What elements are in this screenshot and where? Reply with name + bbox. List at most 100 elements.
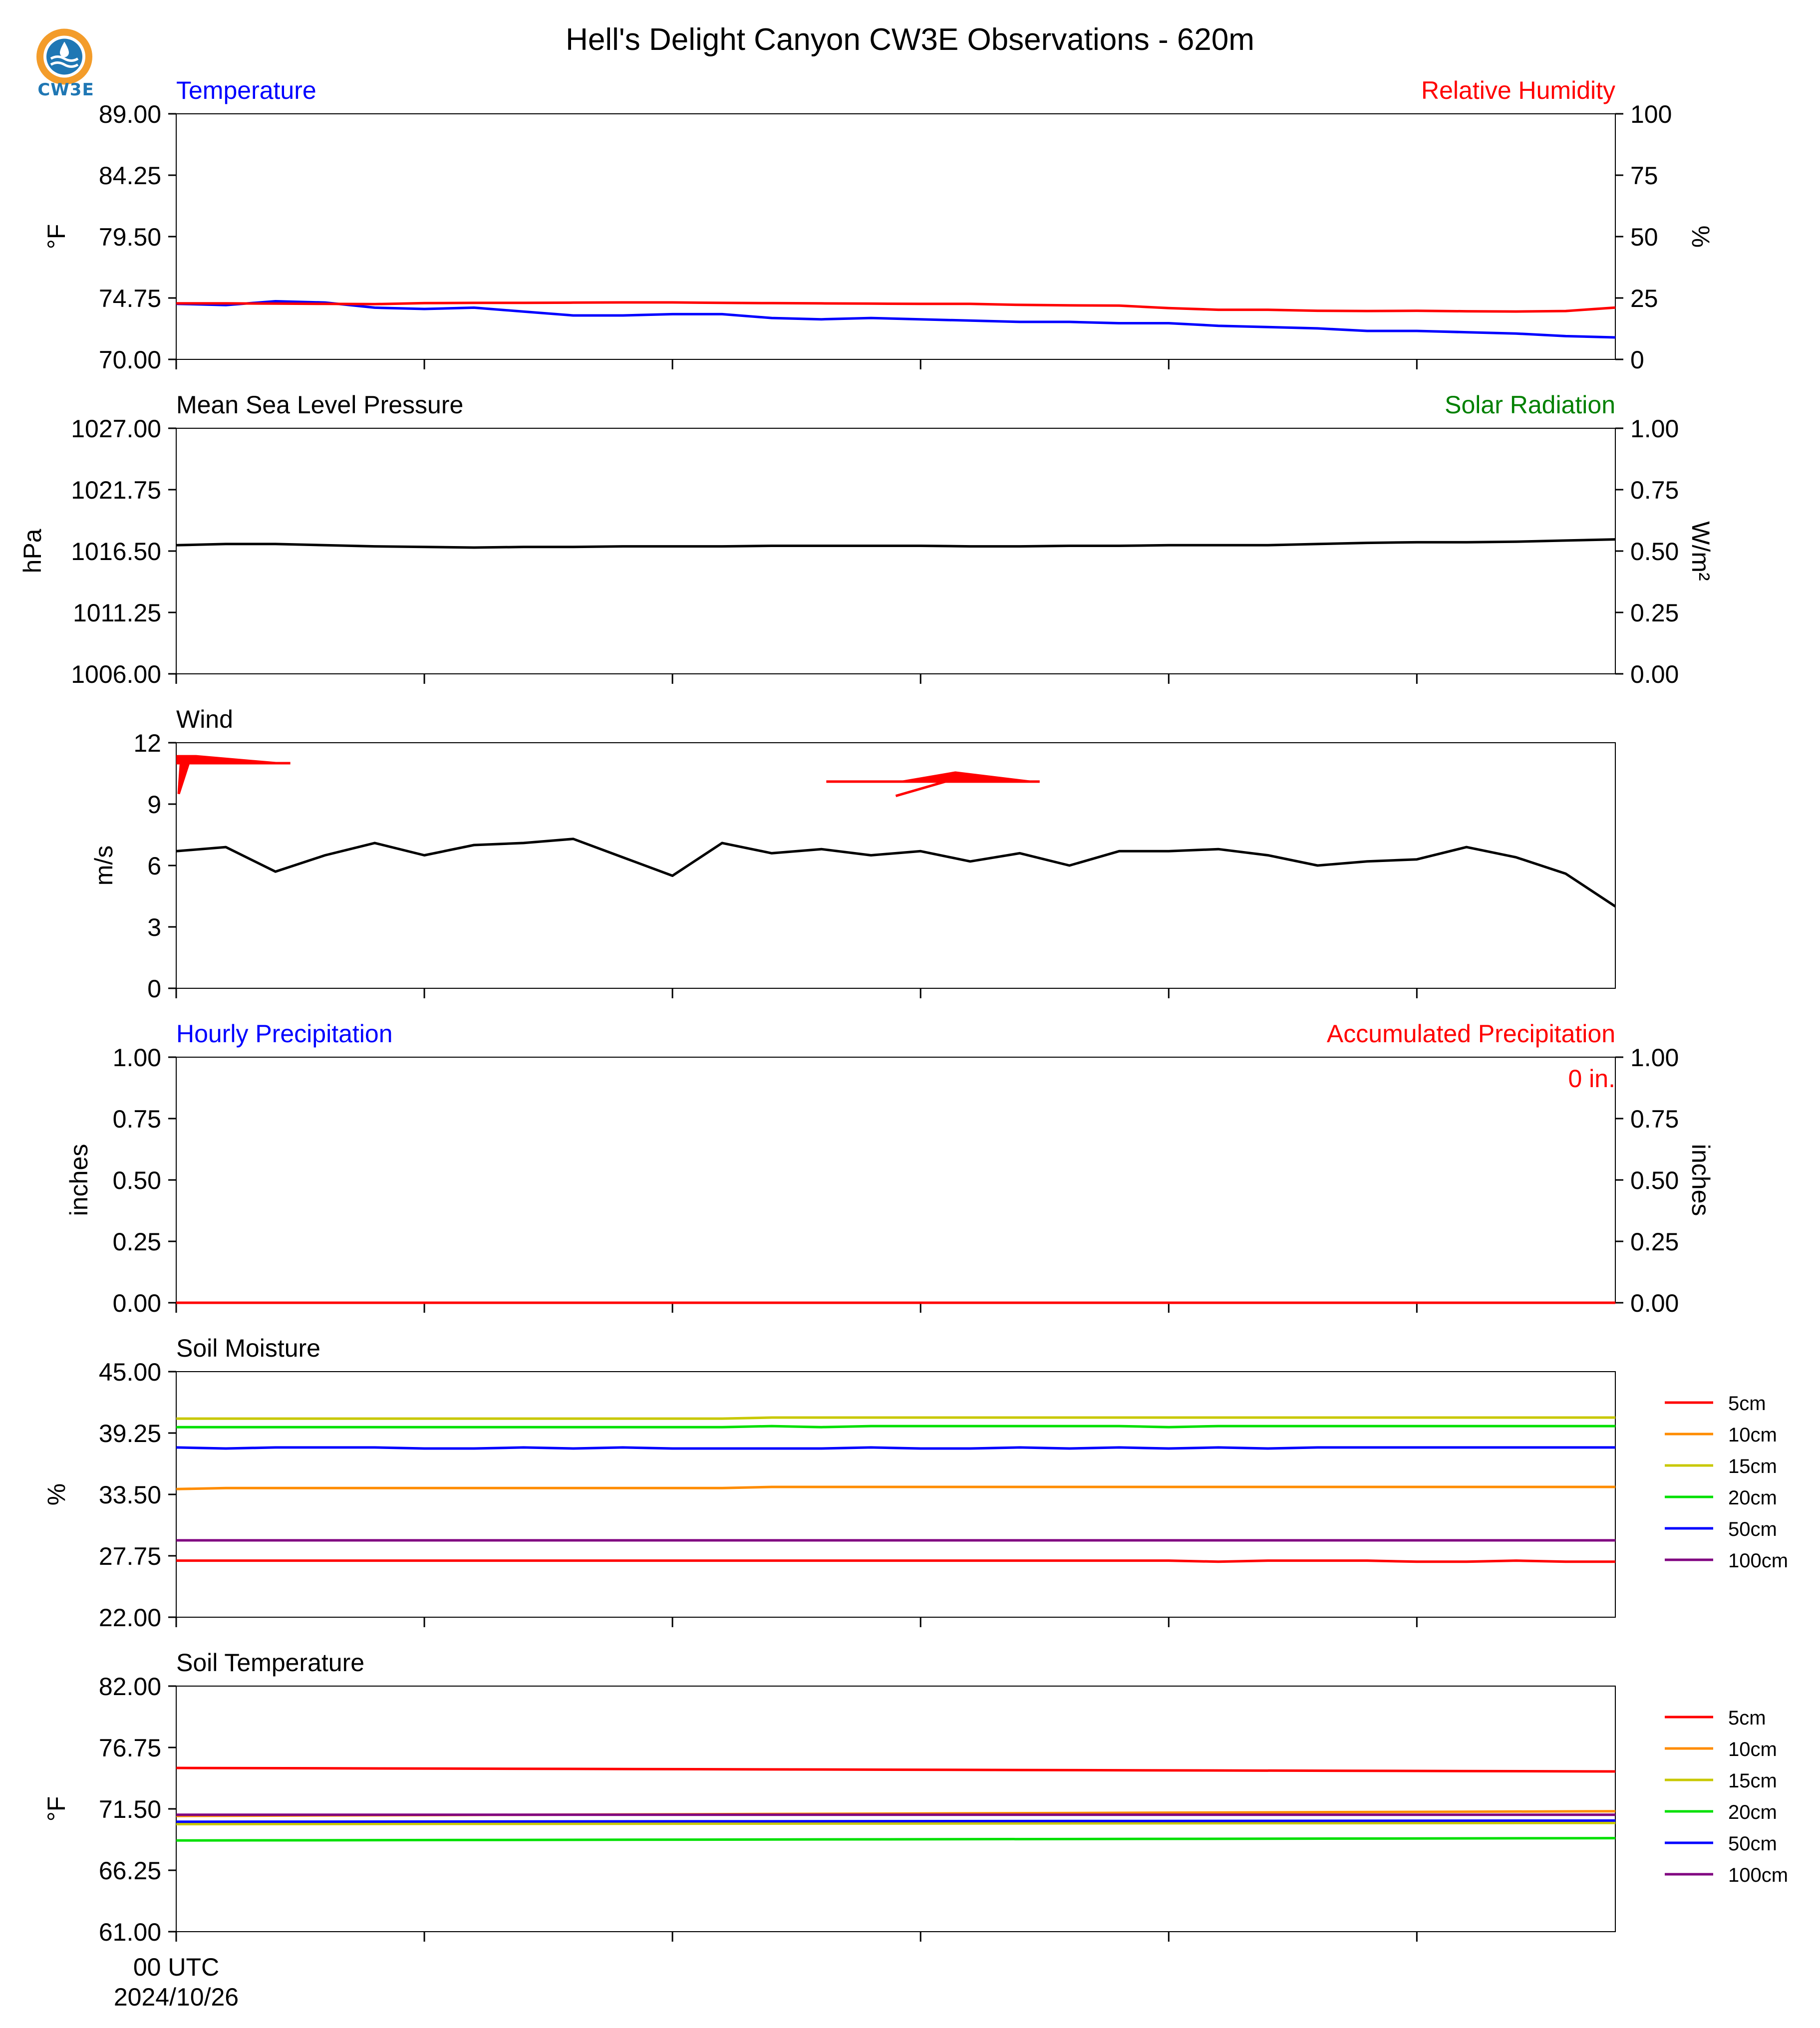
legend-label: 10cm bbox=[1728, 1738, 1777, 1760]
y-axis-label: °F bbox=[42, 1796, 70, 1822]
y-tick-label: 1006.00 bbox=[71, 660, 161, 688]
panel-title-left: Soil Moisture bbox=[176, 1334, 320, 1362]
y-right-axis-label: inches bbox=[1687, 1144, 1715, 1216]
series-line-50cm bbox=[176, 1446, 1615, 1450]
y-tick-label: 0.25 bbox=[113, 1228, 161, 1256]
panel-title-left: Wind bbox=[176, 705, 233, 733]
legend-label: 50cm bbox=[1728, 1518, 1777, 1540]
y-tick-label: 3 bbox=[147, 913, 161, 941]
y-tick-label: 1021.75 bbox=[71, 476, 161, 504]
plot-frame bbox=[176, 428, 1616, 674]
y-tick-label: 76.75 bbox=[99, 1734, 161, 1762]
legend: 5cm 10cm 15cm 20cm 50cm 100cm bbox=[1665, 1393, 1788, 1572]
y-right-axis-label: W/m² bbox=[1687, 521, 1715, 580]
y-right-tick-label: 0.75 bbox=[1630, 1105, 1679, 1133]
y-tick-label: 22.00 bbox=[99, 1604, 161, 1632]
series-line-5cm bbox=[176, 1559, 1615, 1563]
series-line-15cm bbox=[176, 1821, 1616, 1825]
panel-4: 1.00 0.75 0.50 0.25 0.00 1.00 0.75 0.50 0.25 0.00… bbox=[65, 1020, 1715, 1317]
y-tick-label: 45.00 bbox=[99, 1358, 161, 1386]
y-tick-label: 70.00 bbox=[99, 346, 161, 374]
cw3e-logo-icon bbox=[36, 28, 92, 85]
panel-title-left: Temperature bbox=[176, 76, 316, 104]
accumulated-total-label: 0 in. bbox=[1568, 1065, 1615, 1093]
y-tick-label: 79.50 bbox=[99, 223, 161, 251]
y-right-tick-label: 50 bbox=[1630, 223, 1658, 251]
series-line-20cm bbox=[176, 1425, 1615, 1429]
y-tick-label: 9 bbox=[147, 791, 161, 819]
panel-title-right: Solar Radiation bbox=[1445, 391, 1615, 419]
legend-label: 15cm bbox=[1728, 1455, 1777, 1477]
wind-barb-flag bbox=[896, 771, 1040, 782]
x-tick-label-first: 00 UTC bbox=[133, 1953, 219, 1981]
y-right-tick-label: 0.00 bbox=[1630, 1289, 1679, 1317]
y-tick-label: 66.25 bbox=[99, 1857, 161, 1885]
plot-frame bbox=[176, 1686, 1616, 1932]
x-tick-date-first: 2024/10/26 bbox=[114, 1983, 239, 2011]
y-right-tick-label: 0.50 bbox=[1630, 538, 1679, 566]
legend-label: 15cm bbox=[1728, 1770, 1777, 1792]
wind-barb-flag bbox=[176, 755, 291, 763]
series-line-10cm bbox=[176, 1485, 1615, 1490]
legend: 5cm 10cm 15cm 20cm 50cm 100cm bbox=[1665, 1707, 1788, 1886]
series-line-20cm bbox=[176, 1837, 1616, 1842]
y-tick-label: 12 bbox=[133, 729, 161, 757]
plot-frame bbox=[176, 742, 1616, 989]
panel-2: 1027.00 1021.75 1016.50 1011.25 1006.00 1.00 0… bbox=[18, 391, 1715, 688]
logo-text: CW3E bbox=[37, 80, 94, 100]
y-right-axis-label: % bbox=[1687, 226, 1715, 248]
y-right-tick-label: 100 bbox=[1630, 100, 1672, 128]
y-right-tick-label: 0.00 bbox=[1630, 660, 1679, 688]
y-tick-label: 1.00 bbox=[113, 1044, 161, 1072]
y-tick-label: 0.00 bbox=[113, 1289, 161, 1317]
y-tick-label: 74.75 bbox=[99, 285, 161, 312]
y-tick-label: 0 bbox=[147, 975, 161, 1003]
y-right-tick-label: 75 bbox=[1630, 162, 1658, 190]
y-right-tick-label: 1.00 bbox=[1630, 1044, 1679, 1072]
y-right-tick-label: 0 bbox=[1630, 346, 1644, 374]
y-right-tick-label: 25 bbox=[1630, 285, 1658, 312]
legend-label: 100cm bbox=[1728, 1550, 1788, 1572]
legend-label: 20cm bbox=[1728, 1487, 1777, 1509]
panel-title-left: Hourly Precipitation bbox=[176, 1020, 393, 1048]
y-tick-label: 84.25 bbox=[99, 162, 161, 190]
panel-title-right: Relative Humidity bbox=[1421, 76, 1615, 104]
series-line-wind bbox=[176, 838, 1616, 908]
plot-frame bbox=[176, 1371, 1616, 1618]
y-right-tick-label: 0.25 bbox=[1630, 599, 1679, 627]
y-axis-label: % bbox=[42, 1483, 70, 1505]
legend-label: 5cm bbox=[1728, 1393, 1766, 1415]
y-tick-label: 1011.25 bbox=[73, 599, 161, 627]
y-tick-label: 89.00 bbox=[99, 100, 161, 128]
y-right-tick-label: 0.25 bbox=[1630, 1228, 1679, 1256]
panel-6: 82.00 76.75 71.50 66.25 61.00 Soil Temperatur… bbox=[42, 1649, 1788, 1946]
series-line-mean-sea-level-pressure bbox=[176, 538, 1616, 549]
y-tick-label: 82.00 bbox=[99, 1673, 161, 1701]
wind-barb-0 bbox=[176, 755, 291, 795]
series-line-relative-humidity bbox=[176, 301, 1616, 313]
panel-title-left: Mean Sea Level Pressure bbox=[176, 391, 463, 419]
legend-label: 20cm bbox=[1728, 1801, 1777, 1823]
panel-title-right: Accumulated Precipitation bbox=[1327, 1020, 1615, 1048]
y-right-tick-label: 1.00 bbox=[1630, 415, 1679, 443]
plot-frame bbox=[176, 113, 1616, 360]
wind-barb-feather bbox=[895, 780, 946, 798]
wind-barb-tail bbox=[177, 759, 190, 795]
y-tick-label: 39.25 bbox=[99, 1420, 161, 1448]
panel-title-left: Soil Temperature bbox=[176, 1649, 364, 1677]
series-line-15cm bbox=[176, 1416, 1615, 1420]
y-right-tick-label: 0.50 bbox=[1630, 1166, 1679, 1194]
y-tick-label: 6 bbox=[147, 852, 161, 880]
legend-label: 10cm bbox=[1728, 1424, 1777, 1446]
y-tick-label: 61.00 bbox=[99, 1918, 161, 1946]
y-axis-label: m/s bbox=[90, 846, 118, 886]
wind-barb-15 bbox=[826, 771, 1040, 798]
series-line-50cm bbox=[176, 1819, 1616, 1823]
legend-label: 100cm bbox=[1728, 1864, 1788, 1886]
y-tick-label: 1027.00 bbox=[71, 415, 161, 443]
y-tick-label: 1016.50 bbox=[71, 538, 161, 566]
y-axis-label: °F bbox=[42, 224, 70, 250]
y-axis-label: inches bbox=[65, 1144, 93, 1216]
panel-5: 45.00 39.25 33.50 27.75 22.00 Soil Moisture% 5… bbox=[42, 1334, 1788, 1632]
